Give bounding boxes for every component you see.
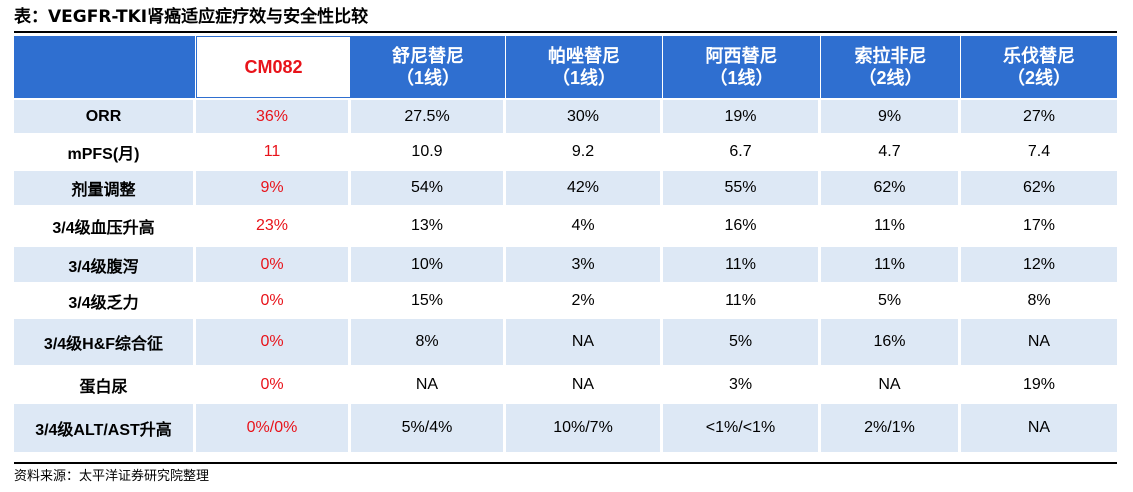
header-row: CM082 舒尼替尼 （1线） 帕唑替尼 （1线） 阿西替尼 （1线） 索拉非尼… (14, 36, 1117, 98)
table-cell: 36% (196, 98, 351, 133)
row-label: 剂量调整 (14, 169, 196, 205)
table-row: 3/4级乏力 0% 15% 2% 11% 5% 8% (14, 282, 1117, 317)
table-row: 蛋白尿 0% NA NA 3% NA 19% (14, 365, 1117, 402)
table-cell: NA (961, 402, 1117, 452)
table-cell: 5%/4% (351, 402, 506, 452)
table-row: 剂量调整 9% 54% 42% 55% 62% 62% (14, 169, 1117, 205)
column-name: CM082 (244, 57, 303, 77)
column-name: 索拉非尼 (854, 46, 927, 66)
table-row: 3/4级血压升高 23% 13% 4% 16% 11% 17% (14, 205, 1117, 245)
table-row: 3/4级腹泻 0% 10% 3% 11% 11% 12% (14, 245, 1117, 282)
table-cell: 5% (663, 317, 821, 365)
table-cell: 6.7 (663, 133, 821, 169)
table-cell: 62% (961, 169, 1117, 205)
table-cell: 3% (506, 245, 663, 282)
table-cell: 23% (196, 205, 351, 245)
row-label: 3/4级H&F综合征 (14, 317, 196, 365)
comparison-table: CM082 舒尼替尼 （1线） 帕唑替尼 （1线） 阿西替尼 （1线） 索拉非尼… (14, 36, 1117, 452)
column-name: 舒尼替尼 (392, 46, 464, 66)
table-title: 表：VEGFR-TKI肾癌适应症疗效与安全性比较 (14, 7, 369, 27)
table-cell: NA (506, 365, 663, 402)
header-pazopanib: 帕唑替尼 （1线） (506, 36, 663, 98)
table-cell: 8% (351, 317, 506, 365)
table-cell: 0% (196, 282, 351, 317)
row-label: 3/4级腹泻 (14, 245, 196, 282)
row-label: ORR (14, 98, 196, 133)
table-cell: 3% (663, 365, 821, 402)
bottom-rule (14, 462, 1117, 464)
table-cell: 2%/1% (821, 402, 961, 452)
table-cell: 9% (821, 98, 961, 133)
table-cell: 10.9 (351, 133, 506, 169)
row-label: 3/4级乏力 (14, 282, 196, 317)
column-line: （2线） (1006, 68, 1071, 88)
column-line: （1线） (709, 68, 774, 88)
table-row: 3/4级H&F综合征 0% 8% NA 5% 16% NA (14, 317, 1117, 365)
column-name: 乐伐替尼 (1003, 46, 1075, 66)
table-cell: 19% (961, 365, 1117, 402)
table-cell: 9.2 (506, 133, 663, 169)
table-row: ORR 36% 27.5% 30% 19% 9% 27% (14, 98, 1117, 133)
table-cell: 19% (663, 98, 821, 133)
table-cell: 11 (196, 133, 351, 169)
table-cell: 16% (821, 317, 961, 365)
table-cell: 30% (506, 98, 663, 133)
table-cell: 15% (351, 282, 506, 317)
table-cell: 17% (961, 205, 1117, 245)
top-rule (14, 31, 1117, 33)
table-cell: 55% (663, 169, 821, 205)
table-cell: 27% (961, 98, 1117, 133)
table-cell: 27.5% (351, 98, 506, 133)
table-cell: 0% (196, 365, 351, 402)
source-note: 资料来源：太平洋证券研究院整理 (14, 469, 210, 484)
table-cell: NA (961, 317, 1117, 365)
header-sunitinib: 舒尼替尼 （1线） (351, 36, 506, 98)
column-name: 帕唑替尼 (548, 46, 620, 66)
table-cell: NA (351, 365, 506, 402)
header-axitinib: 阿西替尼 （1线） (663, 36, 821, 98)
table-cell: NA (506, 317, 663, 365)
header-sorafenib: 索拉非尼 （2线） (821, 36, 961, 98)
column-line: （1线） (395, 68, 460, 88)
table-row: 3/4级ALT/AST升高 0%/0% 5%/4% 10%/7% <1%/<1%… (14, 402, 1117, 452)
column-line: （1线） (551, 68, 616, 88)
header-corner (14, 36, 196, 98)
row-label: 3/4级血压升高 (14, 205, 196, 245)
table-cell: 11% (821, 205, 961, 245)
table-cell: 4.7 (821, 133, 961, 169)
row-label: mPFS(月) (14, 133, 196, 169)
table-cell: 13% (351, 205, 506, 245)
header-lenvatinib: 乐伐替尼 （2线） (961, 36, 1117, 98)
table-cell: 10%/7% (506, 402, 663, 452)
row-label: 3/4级ALT/AST升高 (14, 402, 196, 452)
table-cell: 12% (961, 245, 1117, 282)
table-cell: 54% (351, 169, 506, 205)
table-cell: 11% (663, 282, 821, 317)
table-cell: 5% (821, 282, 961, 317)
table-cell: 11% (821, 245, 961, 282)
header-cm082: CM082 (196, 36, 351, 98)
column-name: 阿西替尼 (705, 46, 778, 66)
table-cell: 4% (506, 205, 663, 245)
table-cell: 0%/0% (196, 402, 351, 452)
table-cell: 0% (196, 245, 351, 282)
table-cell: 0% (196, 317, 351, 365)
table-cell: <1%/<1% (663, 402, 821, 452)
table-cell: 2% (506, 282, 663, 317)
table-cell: 42% (506, 169, 663, 205)
column-line: （2线） (858, 68, 923, 88)
table-cell: 11% (663, 245, 821, 282)
table-cell: NA (821, 365, 961, 402)
table-cell: 10% (351, 245, 506, 282)
table-cell: 62% (821, 169, 961, 205)
table-row: mPFS(月) 11 10.9 9.2 6.7 4.7 7.4 (14, 133, 1117, 169)
table-cell: 9% (196, 169, 351, 205)
table-cell: 7.4 (961, 133, 1117, 169)
row-label: 蛋白尿 (14, 365, 196, 402)
table-cell: 8% (961, 282, 1117, 317)
table-cell: 16% (663, 205, 821, 245)
